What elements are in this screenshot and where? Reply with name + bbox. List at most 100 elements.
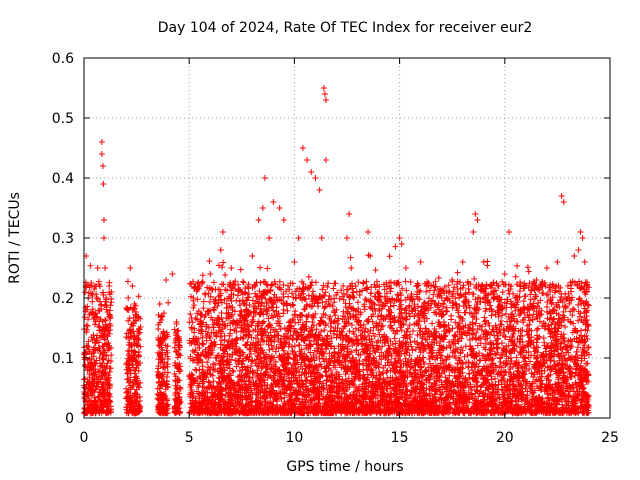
- data-point: [257, 279, 264, 286]
- data-point: [174, 354, 181, 361]
- data-point: [135, 409, 142, 416]
- data-point: [176, 384, 183, 391]
- data-point: [87, 398, 94, 405]
- data-point: [175, 350, 182, 357]
- data-point: [164, 369, 171, 376]
- data-point: [162, 342, 169, 349]
- data-point: [101, 336, 108, 343]
- data-point: [259, 205, 266, 211]
- data-point: [261, 175, 268, 181]
- data-point: [81, 375, 88, 382]
- data-point: [98, 151, 105, 157]
- data-point: [135, 348, 142, 355]
- data-point: [163, 331, 170, 338]
- data-point: [100, 349, 107, 356]
- data-point: [97, 350, 104, 357]
- data-point: [125, 379, 132, 386]
- data-point: [131, 396, 138, 403]
- data-point: [422, 325, 429, 332]
- data-point: [106, 393, 113, 400]
- data-point: [200, 298, 207, 305]
- data-point: [136, 326, 143, 333]
- data-point: [81, 361, 88, 368]
- data-point: [103, 376, 110, 383]
- data-point: [87, 406, 94, 413]
- data-point: [96, 339, 103, 346]
- data-point: [160, 410, 167, 417]
- data-point: [93, 404, 100, 411]
- data-point: [172, 339, 179, 346]
- data-point: [95, 393, 102, 400]
- data-point: [525, 268, 532, 275]
- data-point: [97, 378, 104, 385]
- data-point: [94, 296, 101, 303]
- data-point: [233, 297, 240, 304]
- data-point: [93, 382, 100, 389]
- data-point: [305, 273, 312, 280]
- data-point: [280, 217, 287, 223]
- data-point: [187, 310, 194, 317]
- data-point: [160, 335, 167, 342]
- data-point: [102, 397, 109, 404]
- data-point: [107, 407, 114, 414]
- data-point: [402, 265, 409, 271]
- data-point: [543, 265, 550, 271]
- data-point: [100, 291, 107, 298]
- data-point: [188, 324, 195, 331]
- data-point: [87, 381, 94, 388]
- data-point: [96, 307, 103, 314]
- data-point: [164, 355, 171, 362]
- data-point: [82, 289, 89, 296]
- data-point: [107, 358, 114, 365]
- data-point: [158, 344, 165, 351]
- data-point: [98, 139, 105, 145]
- data-point: [155, 365, 162, 372]
- data-point: [100, 387, 107, 394]
- data-point: [129, 283, 136, 289]
- data-point: [90, 378, 97, 385]
- data-point: [128, 356, 135, 363]
- data-point: [266, 235, 273, 241]
- data-point: [160, 334, 167, 341]
- data-point: [130, 364, 137, 371]
- data-point: [91, 286, 98, 293]
- data-point: [133, 340, 140, 347]
- data-point: [417, 287, 424, 294]
- data-point: [125, 295, 132, 301]
- data-point: [104, 328, 111, 335]
- data-point: [581, 259, 588, 265]
- data-point: [566, 300, 573, 307]
- data-point: [131, 376, 138, 383]
- data-point: [132, 302, 139, 309]
- data-point: [158, 316, 165, 323]
- data-point: [398, 241, 405, 247]
- data-point: [155, 378, 162, 385]
- data-point: [92, 346, 99, 353]
- data-point: [94, 332, 101, 339]
- data-point: [506, 229, 513, 235]
- data-point: [321, 91, 328, 97]
- data-point: [161, 359, 168, 366]
- data-point: [124, 305, 131, 312]
- data-point: [84, 303, 91, 310]
- data-point: [158, 354, 165, 361]
- data-point: [277, 326, 284, 333]
- data-point: [100, 333, 107, 340]
- data-point: [124, 388, 131, 395]
- data-point: [98, 409, 105, 416]
- data-point: [348, 265, 355, 271]
- data-point: [89, 298, 96, 305]
- data-point: [132, 336, 139, 343]
- data-point: [160, 363, 167, 370]
- data-point: [249, 253, 256, 259]
- data-point: [99, 374, 106, 381]
- data-point: [124, 376, 131, 383]
- data-point: [579, 235, 586, 241]
- data-point: [108, 296, 115, 303]
- data-point: [308, 169, 315, 175]
- data-point: [100, 181, 107, 187]
- data-point: [133, 358, 140, 365]
- data-point: [124, 278, 131, 285]
- data-point: [417, 259, 424, 265]
- data-point: [160, 310, 167, 317]
